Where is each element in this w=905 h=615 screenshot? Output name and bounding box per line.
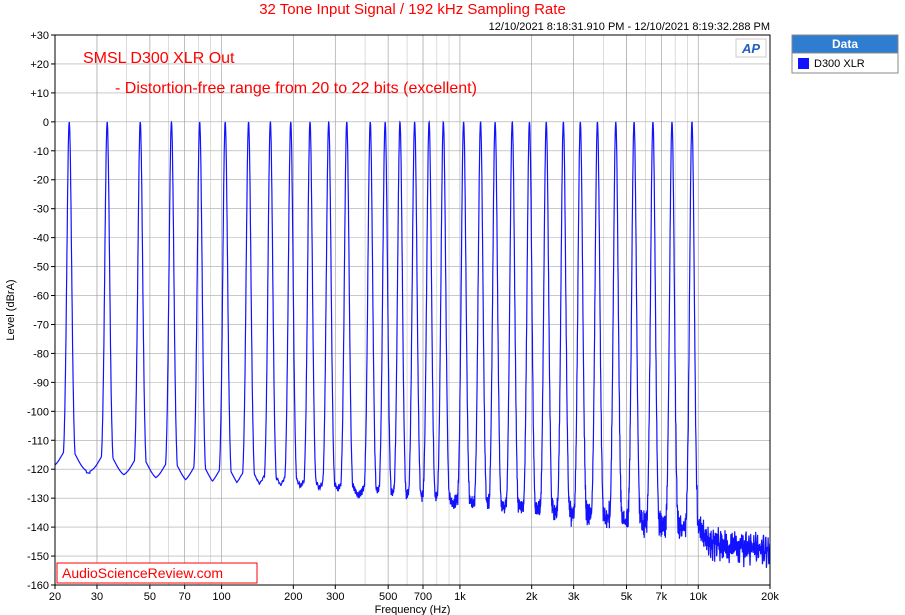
ap-logo-text: AP	[741, 41, 760, 56]
x-tick-label: 70	[179, 591, 191, 603]
plot-area	[55, 35, 770, 585]
y-tick-label: -110	[28, 435, 49, 447]
y-tick-label: +30	[30, 30, 49, 42]
y-tick-label: -120	[27, 464, 49, 476]
y-tick-label: -160	[27, 580, 49, 592]
x-tick-label: 20k	[761, 591, 779, 603]
x-tick-label: 200	[284, 591, 302, 603]
y-tick-label: -40	[33, 233, 49, 245]
y-tick-label: -60	[33, 291, 49, 303]
legend-swatch	[798, 58, 809, 69]
annotation-result: - Distortion-free range from 20 to 22 bi…	[115, 80, 477, 97]
x-tick-label: 700	[414, 591, 432, 603]
x-tick-label: 1k	[454, 591, 466, 603]
y-tick-label: -10	[33, 146, 49, 158]
x-tick-label: 3k	[568, 591, 580, 603]
y-tick-label: 0	[43, 117, 49, 129]
x-tick-label: 5k	[621, 591, 633, 603]
legend-item-label: D300 XLR	[814, 58, 865, 70]
x-tick-label: 2k	[526, 591, 538, 603]
x-tick-label: 10k	[689, 591, 707, 603]
legend-header-text: Data	[832, 37, 858, 51]
y-tick-label: -70	[33, 319, 49, 331]
x-tick-label: 100	[212, 591, 230, 603]
watermark: AudioScienceReview.com	[62, 565, 223, 581]
y-tick-label: -90	[33, 377, 49, 389]
y-tick-label: +20	[30, 59, 49, 71]
chart-title: 32 Tone Input Signal / 192 kHz Sampling …	[259, 1, 566, 18]
y-axis-label: Level (dBrA)	[5, 279, 17, 340]
y-tick-label: -30	[33, 204, 49, 216]
x-tick-label: 50	[144, 591, 156, 603]
x-tick-label: 30	[91, 591, 103, 603]
y-tick-label: -150	[27, 551, 49, 563]
y-tick-label: -80	[33, 348, 49, 360]
y-tick-label: -140	[27, 522, 49, 534]
x-axis-label: Frequency (Hz)	[375, 604, 451, 615]
x-tick-label: 20	[49, 591, 61, 603]
x-tick-label: 300	[326, 591, 344, 603]
y-tick-label: -20	[33, 175, 49, 187]
chart-svg: +30 +20 +10 0 -10 -20 -30 -40 -50 -60 -70 -80 -90 -10…	[0, 0, 905, 615]
timestamp: 12/10/2021 8:18:31.910 PM - 12/10/2021 8…	[489, 21, 770, 33]
x-tick-label: 7k	[656, 591, 668, 603]
y-tick-label: -100	[27, 406, 49, 418]
chart-container: { "title": "32 Tone Input Signal / 192 k…	[0, 0, 905, 615]
y-tick-label: -130	[27, 493, 49, 505]
y-tick-label: -50	[33, 262, 49, 274]
x-tick-label: 500	[379, 591, 397, 603]
y-tick-label: +10	[30, 88, 49, 100]
annotation-device: SMSL D300 XLR Out	[83, 50, 235, 67]
